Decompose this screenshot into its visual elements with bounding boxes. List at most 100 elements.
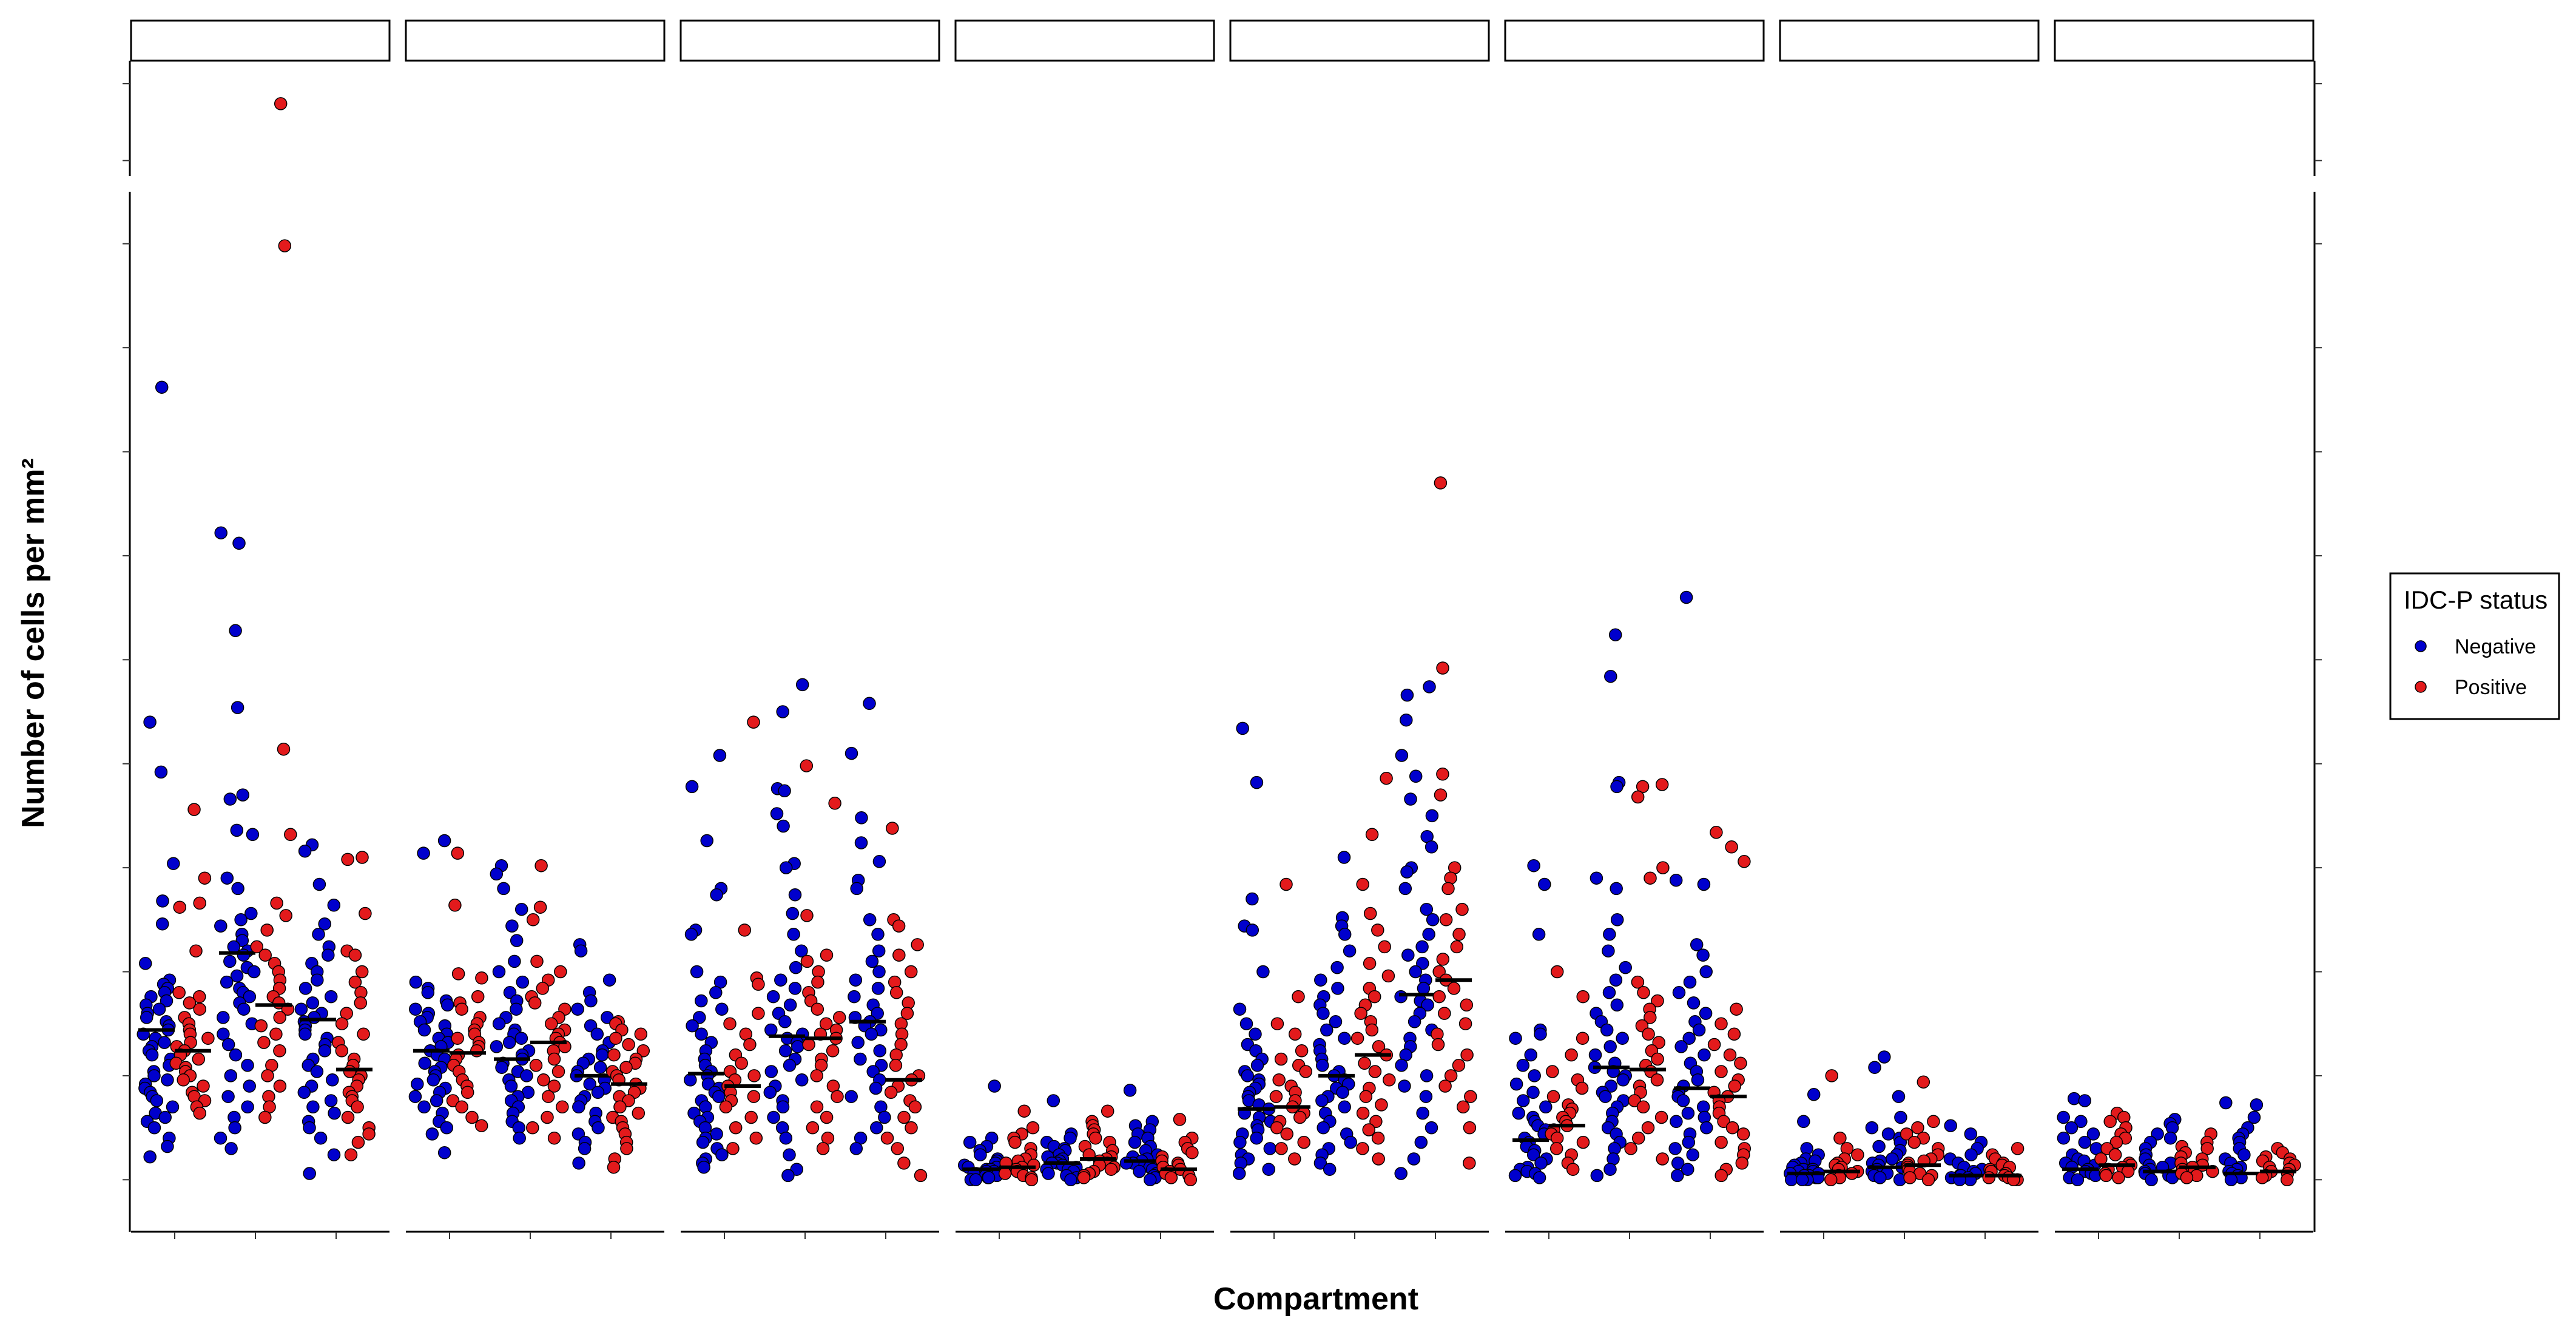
- data-point-negative: [695, 994, 708, 1008]
- data-point-negative: [1616, 1073, 1630, 1087]
- data-point-positive: [897, 1110, 911, 1124]
- data-point-negative: [783, 998, 797, 1012]
- data-point-negative: [1516, 1094, 1530, 1107]
- data-point-negative: [1608, 628, 1622, 641]
- data-point-positive: [1715, 1135, 1728, 1149]
- data-point-negative: [1241, 1069, 1254, 1082]
- data-point-positive: [1450, 940, 1463, 954]
- data-point-negative: [490, 867, 504, 881]
- data-point-negative: [1416, 1106, 1429, 1120]
- data-point-negative: [1526, 1086, 1540, 1099]
- data-point-positive: [451, 967, 465, 981]
- data-point-positive: [1546, 1090, 1560, 1103]
- data-point-positive: [810, 1100, 824, 1114]
- data-point-negative: [408, 1090, 422, 1103]
- data-point-negative: [1420, 1069, 1434, 1082]
- data-point-positive: [1825, 1069, 1838, 1082]
- data-point-negative: [1263, 1142, 1277, 1155]
- data-point-positive: [192, 1052, 206, 1066]
- data-point-negative: [2071, 1173, 2085, 1187]
- data-point-positive: [470, 1044, 484, 1058]
- data-point-positive: [2011, 1142, 2025, 1155]
- strip-box: [1779, 19, 2040, 62]
- data-point-negative: [878, 1110, 891, 1124]
- data-point-negative: [318, 917, 331, 931]
- data-point-positive: [1372, 1040, 1386, 1053]
- strip-box: [2054, 19, 2315, 62]
- data-point-negative: [779, 1131, 793, 1145]
- data-point-positive: [1270, 1121, 1284, 1135]
- data-point-negative: [495, 1061, 508, 1074]
- data-point-negative: [795, 944, 808, 957]
- data-point-negative: [776, 1100, 790, 1114]
- data-point-negative: [312, 877, 326, 891]
- data-point-negative: [1679, 590, 1693, 604]
- data-point-negative: [1256, 965, 1270, 979]
- data-point-negative: [1509, 1077, 1523, 1091]
- data-point-negative: [1538, 877, 1551, 891]
- panel-foxp3: [954, 19, 1215, 1239]
- data-point-positive: [1546, 1065, 1559, 1078]
- data-point-positive: [258, 1110, 272, 1124]
- data-point-negative: [1509, 1032, 1522, 1045]
- data-point-negative: [234, 913, 248, 927]
- data-point-negative: [1395, 1059, 1408, 1072]
- data-point-negative: [247, 965, 261, 979]
- data-point-negative: [520, 1069, 533, 1082]
- data-point-negative: [138, 957, 152, 970]
- data-point-positive: [1463, 1121, 1477, 1135]
- data-point-negative: [230, 969, 244, 983]
- data-point-positive: [1368, 1065, 1382, 1078]
- data-point-positive: [189, 944, 203, 957]
- axis-layer: [123, 61, 2322, 1232]
- data-point-positive: [1576, 1032, 1590, 1045]
- data-point-positive: [819, 1017, 833, 1030]
- data-point-negative: [869, 1081, 883, 1095]
- data-point-negative: [848, 990, 861, 1004]
- data-point-negative: [1314, 973, 1327, 987]
- data-point-negative: [143, 715, 157, 729]
- data-point-negative: [214, 919, 228, 933]
- data-point-negative: [241, 1059, 254, 1072]
- data-point-negative: [1894, 1110, 1907, 1124]
- data-point-negative: [425, 1127, 439, 1141]
- data-point-positive: [446, 1094, 460, 1107]
- data-point-negative: [306, 996, 320, 1010]
- data-point-positive: [1101, 1104, 1114, 1118]
- data-point-positive: [1008, 1135, 1022, 1149]
- data-point-negative: [1602, 986, 1616, 999]
- data-point-negative: [1674, 1040, 1688, 1053]
- data-point-positive: [1269, 1090, 1283, 1103]
- data-point-negative: [1668, 1142, 1682, 1155]
- data-point-negative: [237, 1002, 251, 1016]
- data-point-positive: [1982, 1171, 1996, 1184]
- data-point-negative: [766, 990, 780, 1004]
- data-point-negative: [1338, 1100, 1351, 1114]
- data-point-positive: [1378, 940, 1391, 954]
- data-point-negative: [851, 1036, 865, 1049]
- data-point-negative: [593, 1061, 607, 1074]
- panel-cd163: [1504, 19, 1765, 1239]
- data-point-positive: [1730, 1002, 1743, 1016]
- data-point-negative: [871, 1007, 884, 1020]
- strip-box: [679, 19, 940, 62]
- data-point-negative: [492, 965, 506, 979]
- data-point-negative: [763, 1086, 777, 1099]
- data-point-positive: [554, 965, 567, 979]
- data-point-negative: [574, 944, 588, 957]
- data-point-negative: [1323, 1163, 1337, 1176]
- data-point-positive: [1380, 771, 1393, 785]
- data-point-negative: [421, 986, 435, 999]
- data-point-positive: [1367, 990, 1381, 1004]
- data-point-negative: [572, 1100, 585, 1114]
- data-point-positive: [1452, 928, 1466, 941]
- data-point-negative: [2086, 1127, 2100, 1141]
- data-point-positive: [726, 1142, 740, 1155]
- data-point-negative: [244, 907, 258, 920]
- data-point-negative: [1417, 982, 1431, 995]
- data-point-negative: [572, 1156, 585, 1170]
- data-point-negative: [1865, 1121, 1879, 1135]
- data-point-negative: [1414, 1135, 1428, 1149]
- data-point-negative: [1699, 1007, 1713, 1020]
